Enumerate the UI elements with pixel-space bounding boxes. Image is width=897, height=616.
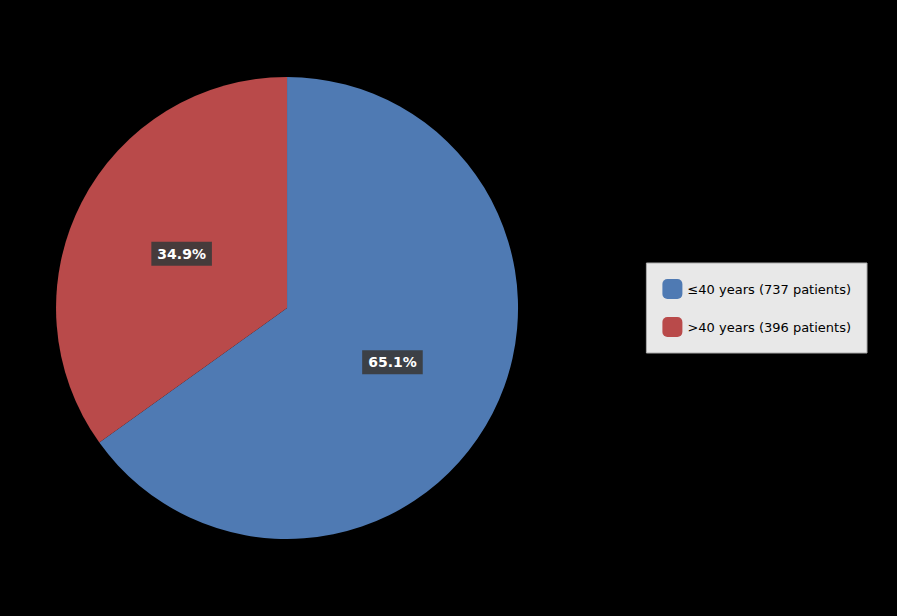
svg-text:34.9%: 34.9% [157, 246, 206, 262]
svg-text:≤40 years (737 patients): ≤40 years (737 patients) [687, 282, 851, 297]
svg-text:65.1%: 65.1% [368, 354, 417, 370]
svg-text:>40 years (396 patients): >40 years (396 patients) [687, 320, 851, 335]
